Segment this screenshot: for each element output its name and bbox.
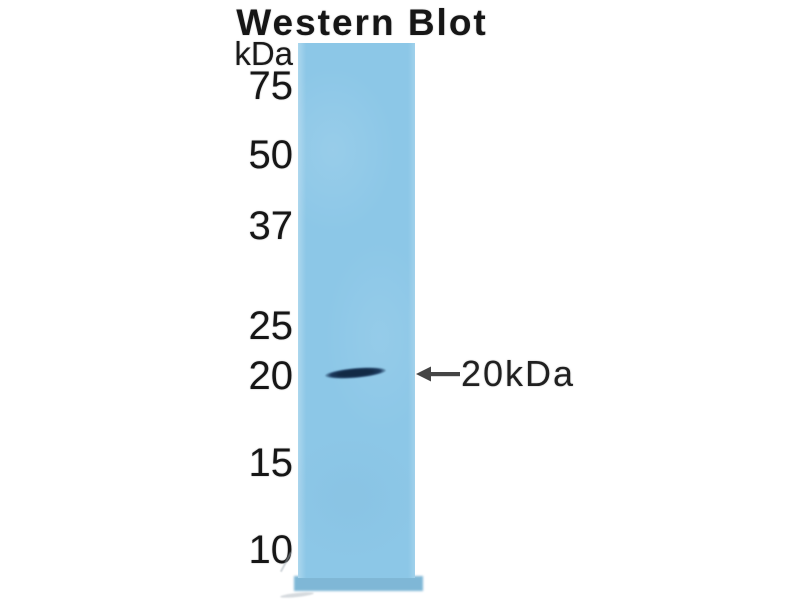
ladder-unit-label: kDa bbox=[234, 35, 293, 72]
ladder-marker-50: 50 bbox=[248, 133, 294, 177]
smudge-artifact bbox=[279, 591, 315, 599]
figure-title: Western Blot bbox=[236, 2, 488, 43]
ladder-marker-25: 25 bbox=[248, 304, 294, 348]
blot-lane bbox=[298, 43, 415, 578]
left-arrow-icon bbox=[416, 366, 460, 382]
band-callout-label: 20kDa bbox=[461, 353, 576, 394]
lane-bottom-edge bbox=[294, 576, 423, 591]
ladder-marker-15: 15 bbox=[248, 441, 294, 485]
ladder-marker-20: 20 bbox=[248, 354, 294, 398]
band-callout: 20kDa bbox=[416, 352, 575, 396]
ladder-marker-75: 75 bbox=[248, 64, 294, 108]
ladder-marker-10: 10 bbox=[248, 528, 294, 572]
ladder-marker-37: 37 bbox=[248, 204, 294, 248]
